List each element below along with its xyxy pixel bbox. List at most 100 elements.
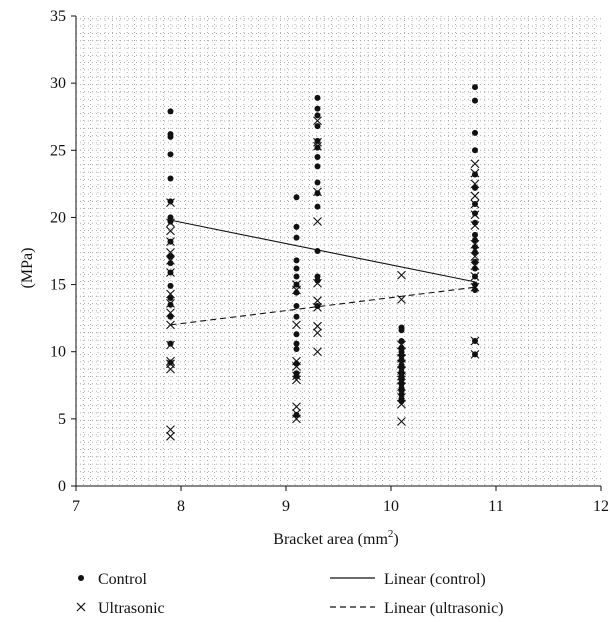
control-point: [293, 313, 300, 320]
control-point: [167, 108, 174, 115]
control-point: [472, 231, 478, 238]
ultrasonic-point: [397, 382, 406, 392]
y-tick-label: 20: [50, 209, 66, 226]
ultrasonic-point: [313, 141, 322, 151]
ultrasonic-point: [292, 362, 301, 371]
ultrasonic-point: [313, 217, 322, 226]
ultrasonic-point: [292, 285, 301, 295]
ultrasonic-point: [166, 256, 175, 265]
y-tick-label: 10: [50, 344, 66, 361]
control-point: [472, 129, 478, 136]
control-point: [472, 258, 478, 265]
legend-ultrasonic-marker: [76, 602, 86, 612]
control-point: [293, 257, 300, 264]
ultrasonic-point: [166, 268, 175, 277]
control-point: [314, 137, 321, 144]
control-point: [167, 175, 174, 182]
ultrasonic-point: [397, 417, 406, 426]
grid: [76, 16, 601, 486]
ultrasonic-point: [470, 159, 480, 169]
ultrasonic-point: [313, 347, 322, 357]
control-point: [314, 144, 321, 151]
control-point: [472, 84, 478, 91]
ultrasonic-point: [166, 431, 175, 441]
x-tick-label: 12: [593, 498, 609, 515]
ultrasonic-point: [313, 321, 322, 331]
control-point: [167, 151, 174, 158]
control-point: [472, 147, 478, 154]
control-point: [293, 303, 300, 310]
control-point: [314, 154, 321, 160]
ultrasonic-point: [166, 218, 175, 228]
control-point: [472, 249, 478, 256]
ultrasonic-point: [292, 371, 301, 381]
x-tick-labels: 7 8 9 10 11 12: [72, 486, 609, 515]
x-tick-label: 8: [177, 498, 185, 515]
ultrasonic-point: [397, 399, 406, 409]
ultrasonic-point: [313, 296, 322, 306]
ultrasonic-point: [166, 247, 175, 257]
ultrasonic-point: [166, 364, 175, 374]
grid-dots: [76, 16, 601, 486]
y-axis-title: (MPa): [19, 248, 36, 289]
ultrasonic-point: [292, 320, 301, 330]
legend-linear-control-label: Linear (control): [384, 571, 486, 588]
ultrasonic-point: [470, 199, 480, 209]
x-tick-label: 10: [383, 498, 399, 515]
axes: [75, 16, 601, 487]
ultrasonic-point: [166, 289, 175, 299]
control-point: [472, 210, 478, 217]
control-point: [293, 273, 300, 280]
x-tick-label: 11: [488, 498, 503, 515]
ultrasonic-point: [292, 414, 301, 424]
ultrasonic-point: [166, 340, 175, 350]
control-point: [314, 105, 321, 112]
control-point: [293, 411, 300, 418]
control-point: [167, 133, 174, 140]
control-point: [398, 327, 405, 334]
ultrasonic-point: [166, 320, 175, 330]
control-point: [293, 194, 300, 201]
ultrasonic-point: [397, 340, 406, 350]
control-point: [293, 331, 300, 338]
ultrasonic-point: [166, 425, 175, 434]
control-point: [167, 340, 174, 347]
data-points: [166, 84, 480, 441]
control-point: [314, 112, 321, 119]
ultrasonic-point: [397, 347, 406, 357]
control-point: [293, 223, 300, 230]
control-point: [472, 237, 478, 244]
control-point: [314, 163, 321, 170]
ultrasonic-point: [166, 226, 175, 236]
control-point: [314, 203, 321, 210]
ultrasonic-point: [166, 298, 175, 308]
control-point: [167, 253, 174, 260]
ultrasonic-point: [166, 198, 175, 208]
y-tick-labels: 0 5 10 15 20 25 30 35: [50, 8, 76, 495]
control-point: [293, 340, 300, 347]
ultrasonic-point: [397, 359, 406, 369]
ultrasonic-point: [313, 187, 322, 197]
control-point: [472, 184, 478, 191]
ultrasonic-point: [470, 179, 480, 189]
ultrasonic-point: [470, 221, 480, 230]
ultrasonic-point: [470, 168, 480, 178]
ultrasonic-point: [470, 336, 480, 346]
legend-linear-ultrasonic-label: Linear (ultrasonic): [384, 600, 504, 617]
legend-control-label: Control: [98, 571, 147, 588]
ultrasonic-point: [313, 278, 322, 288]
x-tick-label: 7: [72, 498, 80, 515]
control-point: [167, 359, 174, 366]
ultrasonic-point: [397, 371, 406, 381]
control-point: [293, 234, 300, 241]
y-tick-label: 0: [58, 478, 66, 495]
legend-ultrasonic-label: Ultrasonic: [98, 600, 165, 617]
ultrasonic-point: [470, 210, 480, 220]
ultrasonic-point: [470, 282, 480, 292]
ultrasonic-point: [292, 402, 301, 412]
ultrasonic-point: [470, 239, 480, 249]
y-tick-label: 25: [50, 142, 66, 159]
control-point: [398, 337, 405, 344]
ultrasonic-point: [397, 375, 406, 385]
